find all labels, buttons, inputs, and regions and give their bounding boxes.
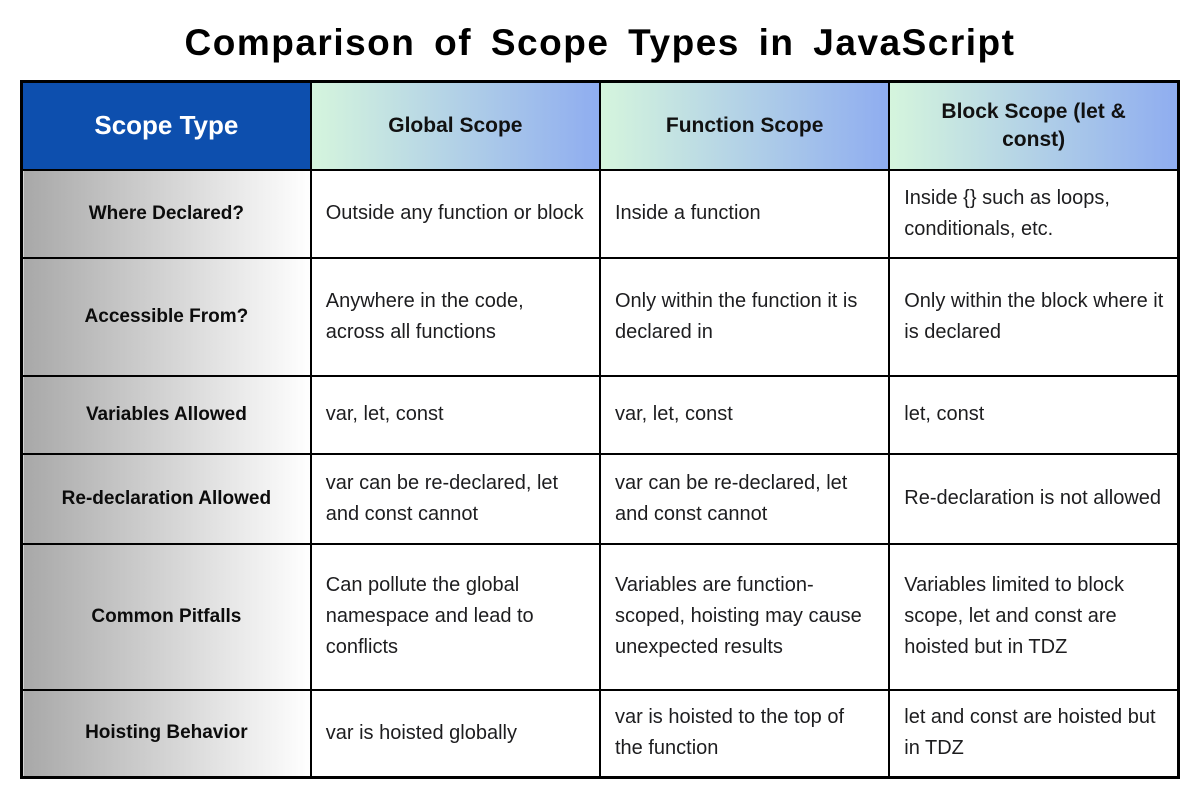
cell-where-declared-function: Inside a function xyxy=(598,168,891,259)
cell-variables-allowed-block: let, const xyxy=(888,374,1180,455)
table-row-redeclaration-allowed: Re-declaration Allowed var can be re-dec… xyxy=(20,452,1180,545)
page-title: Comparison of Scope Types in JavaScript xyxy=(184,22,1016,63)
cell-redeclaration-block: Re-declaration is not allowed xyxy=(888,452,1180,545)
column-header-function-scope: Function Scope xyxy=(598,80,891,171)
row-label-redeclaration-allowed: Re-declaration Allowed xyxy=(20,452,312,545)
row-label-hoisting-behavior: Hoisting Behavior xyxy=(20,688,312,779)
cell-hoisting-function: var is hoisted to the top of the functio… xyxy=(598,688,891,779)
cell-redeclaration-function: var can be re-declared, let and const ca… xyxy=(598,452,891,545)
cell-where-declared-global: Outside any function or block xyxy=(309,168,602,259)
header-row: Scope Type Global Scope Function Scope B… xyxy=(20,80,1180,171)
cell-variables-allowed-global: var, let, const xyxy=(309,374,602,455)
table-row-common-pitfalls: Common Pitfalls Can pollute the global n… xyxy=(20,542,1180,691)
cell-variables-allowed-function: var, let, const xyxy=(598,374,891,455)
corner-header-scope-type: Scope Type xyxy=(20,80,312,171)
cell-accessible-from-function: Only within the function it is declared … xyxy=(598,256,891,377)
cell-common-pitfalls-function: Variables are function-scoped, hoisting … xyxy=(598,542,891,691)
cell-hoisting-block: let and const are hoisted but in TDZ xyxy=(888,688,1180,779)
row-label-accessible-from: Accessible From? xyxy=(20,256,312,377)
column-header-global-scope: Global Scope xyxy=(309,80,602,171)
table-row-hoisting-behavior: Hoisting Behavior var is hoisted globall… xyxy=(20,688,1180,779)
cell-accessible-from-global: Anywhere in the code, across all functio… xyxy=(309,256,602,377)
column-header-block-scope: Block Scope (let & const) xyxy=(888,80,1180,171)
row-label-where-declared: Where Declared? xyxy=(20,168,312,259)
table-row-where-declared: Where Declared? Outside any function or … xyxy=(20,168,1180,259)
row-label-common-pitfalls: Common Pitfalls xyxy=(20,542,312,691)
scope-comparison-table: Scope Type Global Scope Function Scope B… xyxy=(20,80,1180,779)
table-row-accessible-from: Accessible From? Anywhere in the code, a… xyxy=(20,256,1180,377)
cell-redeclaration-global: var can be re-declared, let and const ca… xyxy=(309,452,602,545)
cell-common-pitfalls-global: Can pollute the global namespace and lea… xyxy=(309,542,602,691)
cell-accessible-from-block: Only within the block where it is declar… xyxy=(888,256,1180,377)
cell-common-pitfalls-block: Variables limited to block scope, let an… xyxy=(888,542,1180,691)
cell-hoisting-global: var is hoisted globally xyxy=(309,688,602,779)
row-label-variables-allowed: Variables Allowed xyxy=(20,374,312,455)
cell-where-declared-block: Inside {} such as loops, conditionals, e… xyxy=(888,168,1180,259)
table-row-variables-allowed: Variables Allowed var, let, const var, l… xyxy=(20,374,1180,455)
